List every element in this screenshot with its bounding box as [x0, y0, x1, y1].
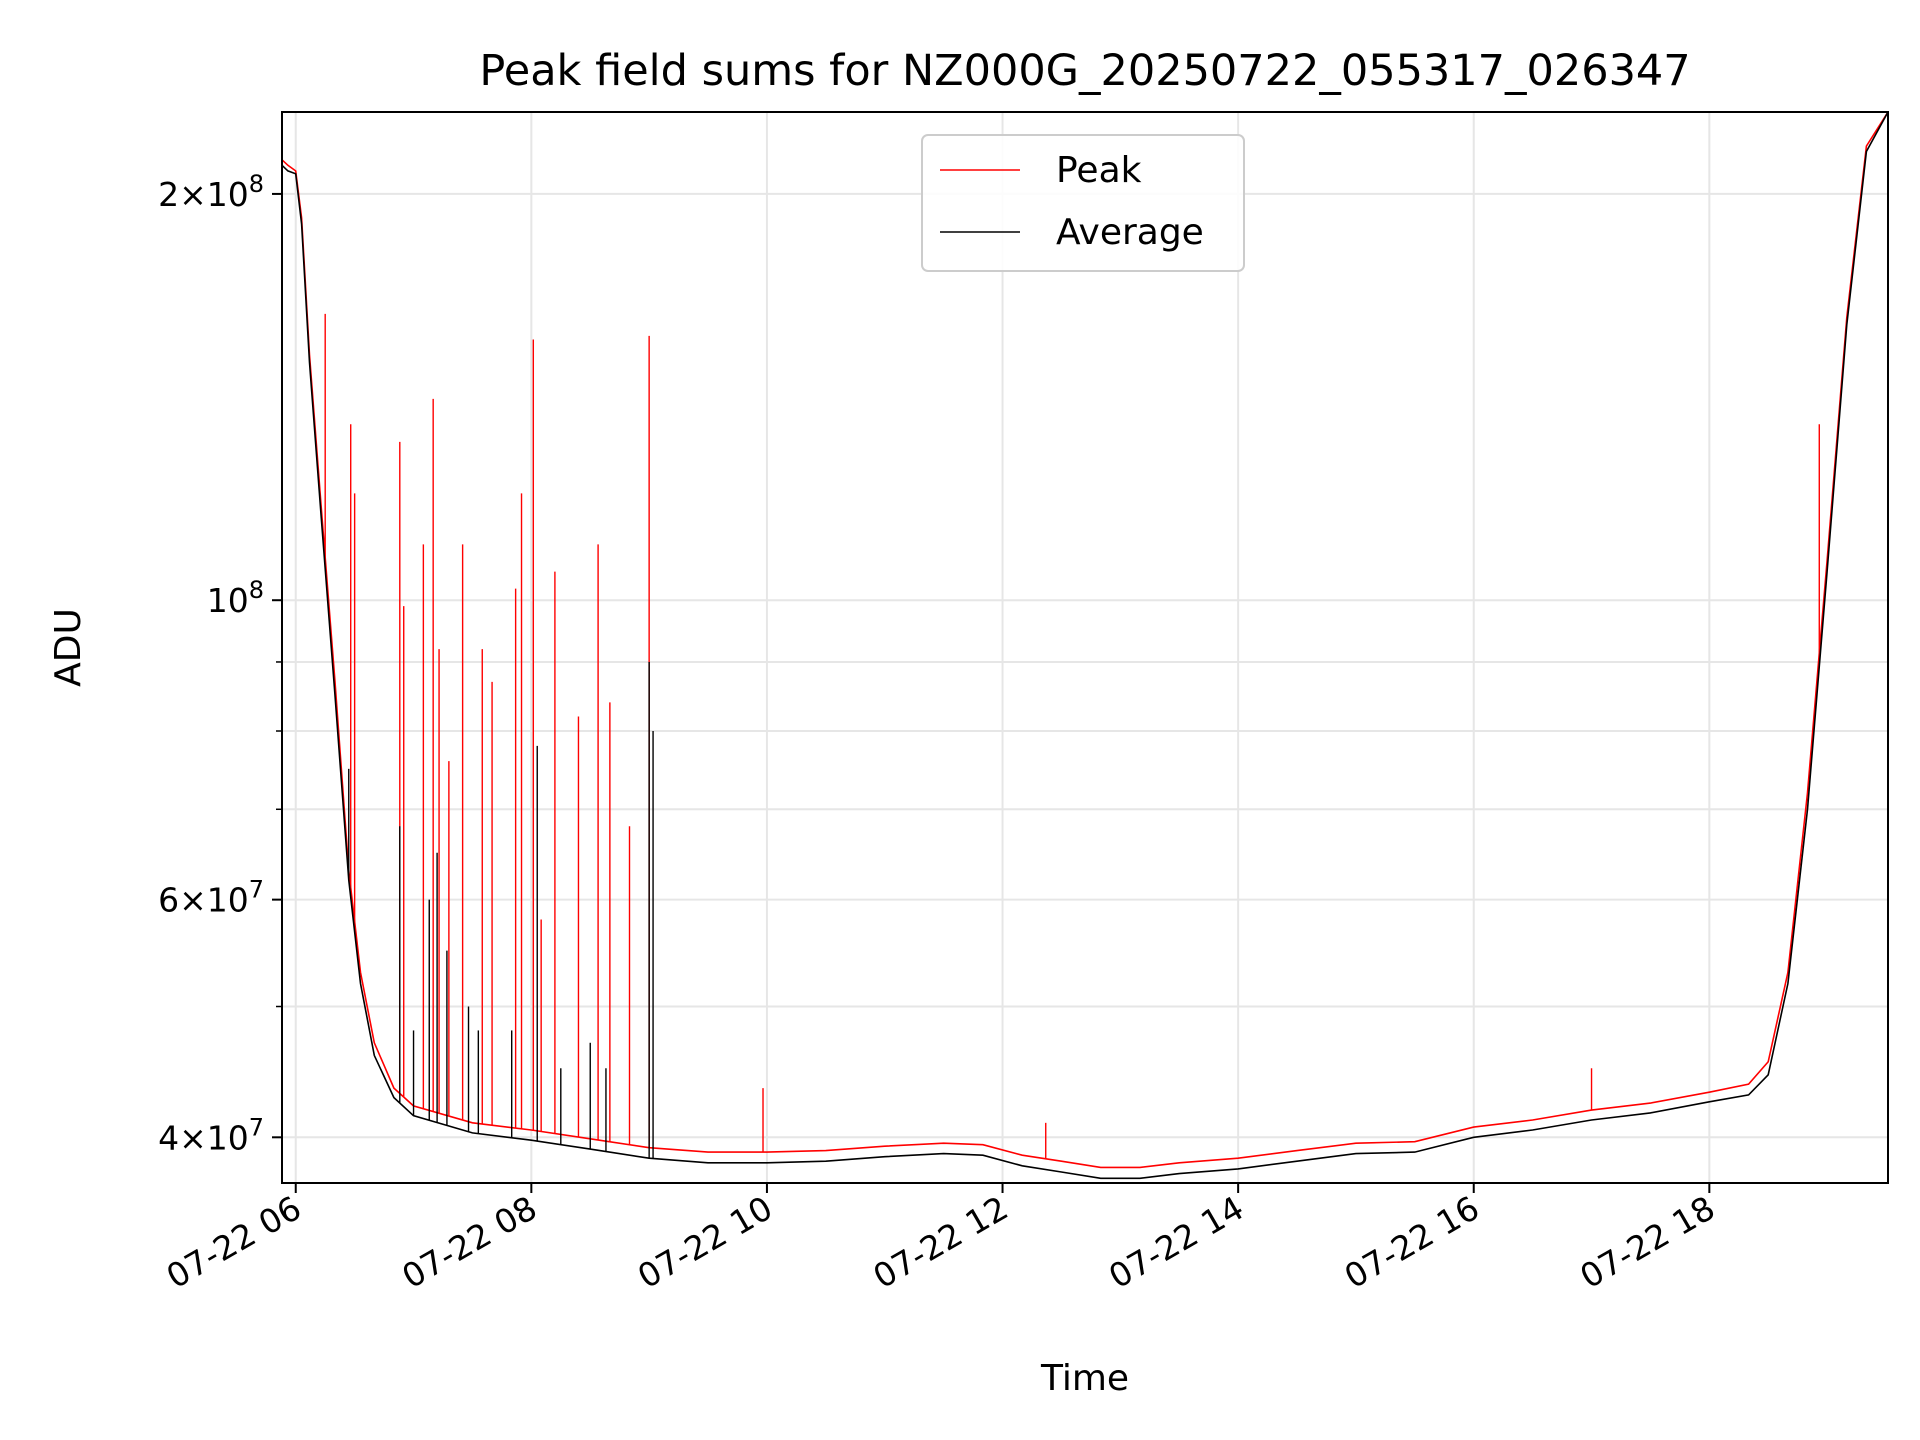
series-clip-group [282, 112, 1888, 1180]
y-tick-label: 2×108 [158, 170, 264, 214]
series-layer [282, 112, 1888, 1180]
legend: Peak Average [921, 134, 1245, 272]
y-tick-label: 4×107 [158, 1113, 264, 1157]
grid-lines [282, 112, 1888, 1183]
y-axis-title: ADU [48, 608, 89, 687]
legend-label-average: Average [1056, 212, 1204, 253]
legend-label-peak: Peak [1056, 150, 1142, 191]
average-series-line [282, 112, 1888, 1180]
y-tick-label: 6×107 [158, 876, 264, 920]
plot-frame [281, 111, 1889, 1184]
chart-title: Peak field sums for NZ000G_20250722_0553… [479, 46, 1690, 96]
y-tick-label: 108 [207, 576, 264, 620]
x-axis-title: Time [1040, 1358, 1129, 1399]
legend-box [921, 134, 1245, 272]
